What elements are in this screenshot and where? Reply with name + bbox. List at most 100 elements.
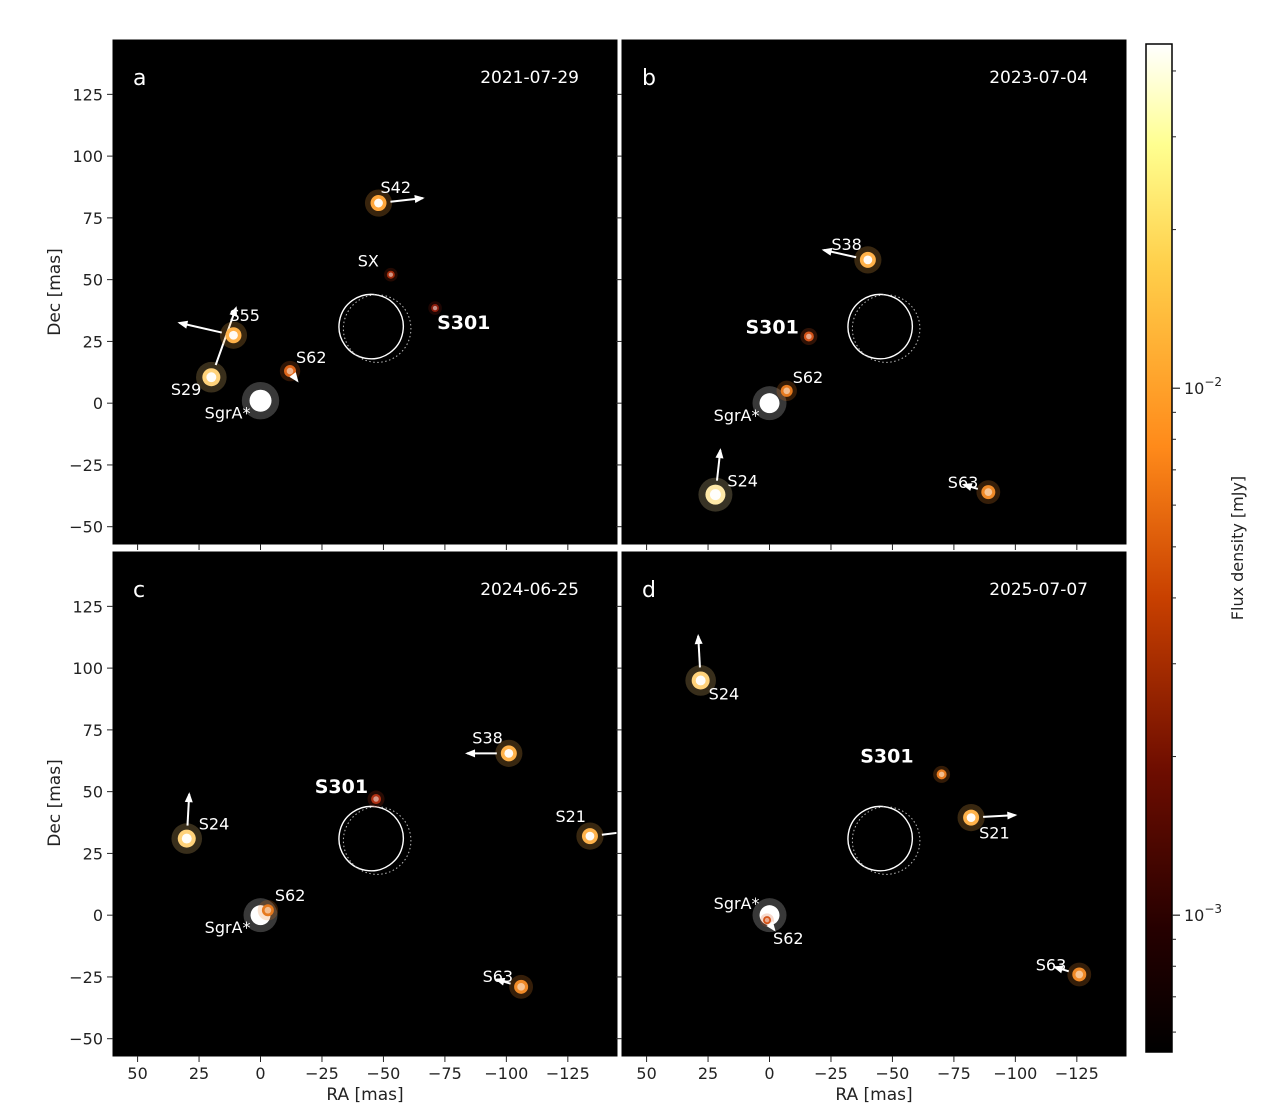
- panel-date: 2025-07-07: [989, 580, 1088, 600]
- y-tick-label: 100: [72, 147, 103, 166]
- x-tick-label: 50: [127, 1064, 147, 1083]
- velocity-arrowhead: [1007, 811, 1018, 820]
- panel-background: [113, 40, 617, 544]
- orbit-ellipse: [338, 293, 405, 360]
- y-tick-label: −25: [69, 456, 103, 475]
- x-tick-label: −100: [484, 1064, 528, 1083]
- source-core: [264, 906, 272, 914]
- x-tick-label: −25: [305, 1064, 339, 1083]
- source-label: S63: [948, 473, 979, 492]
- velocity-arrowhead: [715, 448, 724, 459]
- source-core: [764, 917, 770, 923]
- orbit-ellipse: [847, 293, 914, 360]
- y-tick-label: 25: [83, 844, 103, 863]
- y-tick-label: 75: [83, 721, 103, 740]
- orbit-ellipse-dotted: [851, 294, 921, 363]
- source-core: [709, 489, 721, 501]
- y-tick-label: 125: [72, 85, 103, 104]
- source-label: S301: [437, 312, 490, 334]
- source-label: S29: [171, 380, 202, 399]
- source-label: S62: [296, 348, 327, 367]
- source-core: [374, 198, 383, 208]
- x-tick-label: −125: [1055, 1064, 1099, 1083]
- panel-d: SgrA* S62 S301 S21 S24 S63 d 2025-07-07 50 25 0 −25…: [616, 551, 1127, 1083]
- panel-frame: [621, 551, 1127, 1057]
- y-tick-label: 125: [72, 597, 103, 616]
- colorbar-tick-label: 10−3: [1184, 902, 1222, 925]
- x-tick-label: 25: [698, 1064, 718, 1083]
- panel-b: SgrA* S62 S301 S38 S24 S63 b 2023-07-04: [616, 39, 1127, 550]
- source-core: [863, 255, 873, 265]
- source-core: [432, 305, 438, 311]
- velocity-arrowhead: [1052, 965, 1064, 974]
- orbit-ellipse-dotted: [342, 806, 412, 875]
- panel-c: SgrA* S62 S301 S38 S21 S24 S63 c 2024-06-25 50 25 0…: [69, 551, 618, 1083]
- source-label: S62: [773, 929, 804, 948]
- source-label: S301: [860, 745, 913, 767]
- source-core: [1075, 970, 1084, 979]
- orbit-ellipse-dotted: [342, 294, 412, 363]
- panel-frame: [112, 39, 618, 545]
- y-axis-label-top: Dec [mas]: [45, 248, 65, 335]
- source-core: [254, 394, 267, 407]
- source-core: [966, 813, 976, 822]
- velocity-arrowhead: [177, 320, 189, 329]
- velocity-arrowhead: [465, 749, 476, 758]
- x-tick-label: 0: [255, 1064, 265, 1083]
- x-tick-label: −75: [428, 1064, 462, 1083]
- y-tick-label: 50: [83, 783, 103, 802]
- panel-date: 2023-07-04: [989, 68, 1088, 88]
- orbit-ellipse: [847, 805, 914, 872]
- source-label: SgrA*: [714, 406, 760, 425]
- source-label: S38: [831, 235, 862, 254]
- x-tick-label: −50: [876, 1064, 910, 1083]
- source-label: S301: [745, 316, 798, 338]
- velocity-arrowhead: [494, 977, 506, 986]
- source-core: [229, 330, 238, 340]
- velocity-arrowhead: [694, 634, 703, 645]
- y-tick-label: 25: [83, 332, 103, 351]
- orbit-ellipse: [338, 805, 405, 872]
- panel-frame: [621, 39, 1127, 545]
- panel-background: [113, 552, 617, 1056]
- panel-date: 2024-06-25: [480, 580, 579, 600]
- x-axis-label-left: RA [mas]: [326, 1085, 403, 1105]
- source-core: [206, 372, 217, 383]
- source-core: [517, 982, 525, 991]
- source-core: [388, 272, 394, 277]
- x-tick-label: −100: [993, 1064, 1037, 1083]
- source-core: [585, 831, 595, 841]
- source-label: SgrA*: [205, 404, 251, 423]
- velocity-arrowhead: [289, 372, 299, 383]
- orbit-ellipse-dotted: [851, 806, 921, 875]
- source-label: S62: [275, 886, 306, 905]
- colorbar-tick-label: 10−2: [1184, 375, 1222, 398]
- colorbar: 10−2 10−3 Flux density [mJy]: [1145, 43, 1247, 1053]
- panel-frame: [112, 551, 618, 1057]
- source-label: S24: [199, 815, 230, 834]
- velocity-arrowhead: [821, 247, 833, 256]
- colorbar-label: Flux density [mJy]: [1228, 476, 1247, 620]
- panel-date: 2021-07-29: [480, 68, 579, 88]
- x-tick-label: 0: [764, 1064, 774, 1083]
- velocity-arrowhead: [766, 921, 776, 932]
- x-axis-label-right: RA [mas]: [835, 1085, 912, 1105]
- source-label: S63: [483, 967, 514, 986]
- y-tick-label: −25: [69, 968, 103, 987]
- source-label: S42: [381, 178, 412, 197]
- panel-letter: d: [642, 578, 656, 603]
- x-tick-label: −125: [546, 1064, 590, 1083]
- source-core: [286, 367, 294, 375]
- y-tick-label: 0: [93, 394, 103, 413]
- source-label: S21: [555, 807, 586, 826]
- source-core: [764, 397, 776, 409]
- x-tick-label: 25: [189, 1064, 209, 1083]
- source-label: S62: [793, 368, 824, 387]
- source-label: SgrA*: [714, 894, 760, 913]
- source-label: S301: [315, 776, 368, 798]
- source-label: S24: [727, 472, 758, 491]
- y-axis-label-bottom: Dec [mas]: [45, 759, 65, 846]
- panel-letter: a: [133, 66, 146, 91]
- y-tick-label: 100: [72, 659, 103, 678]
